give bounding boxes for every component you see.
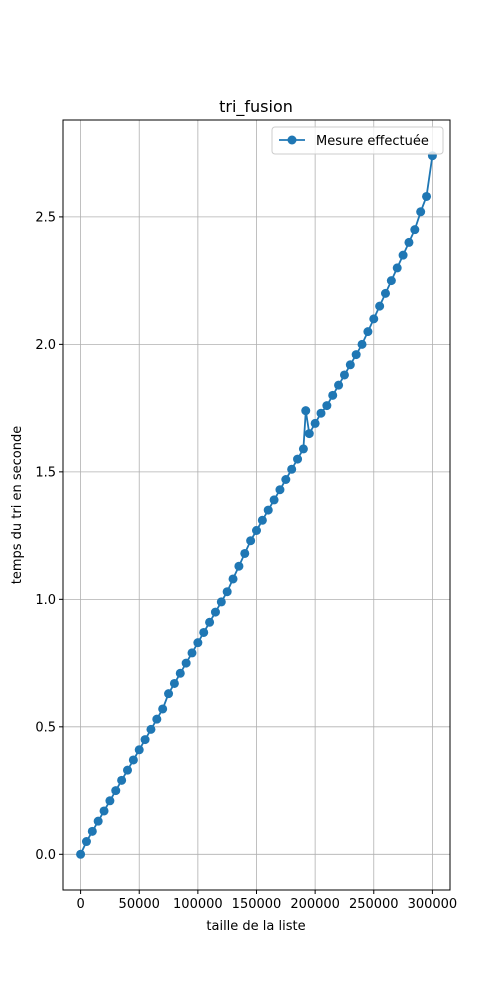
data-point — [140, 735, 150, 745]
data-point — [298, 444, 308, 454]
data-point — [134, 745, 144, 755]
data-point — [193, 638, 203, 648]
x-tick-label: 100000 — [173, 897, 223, 912]
legend-marker — [287, 135, 297, 145]
data-point — [81, 837, 91, 847]
x-tick-label: 200000 — [290, 897, 340, 912]
data-point — [269, 495, 279, 505]
data-point — [410, 225, 420, 235]
data-point — [375, 301, 385, 311]
data-point — [105, 796, 115, 806]
data-point — [392, 263, 402, 273]
data-point — [99, 806, 109, 816]
data-point — [228, 574, 238, 584]
data-point — [328, 390, 338, 400]
data-point — [175, 668, 185, 678]
data-point — [334, 380, 344, 390]
data-point — [345, 360, 355, 370]
data-point — [304, 429, 314, 439]
data-point — [123, 765, 132, 775]
x-tick-label: 300000 — [408, 897, 458, 912]
data-point — [301, 406, 311, 416]
data-point — [128, 755, 138, 765]
data-point — [93, 816, 103, 826]
x-axis: 0 50000 100000 150000 200000 250000 300000 — [76, 890, 457, 912]
data-point — [357, 339, 367, 349]
legend-label: Mesure effectuée — [316, 134, 429, 149]
x-tick-label: 50000 — [119, 897, 160, 912]
data-point — [169, 678, 179, 688]
data-point — [257, 515, 267, 525]
data-point — [111, 786, 121, 796]
data-point — [216, 597, 226, 607]
chart-title: tri_fusion — [219, 97, 293, 117]
data-point — [398, 250, 408, 260]
data-point — [205, 617, 215, 627]
data-point — [310, 418, 320, 428]
data-point — [87, 826, 97, 836]
data-point — [422, 191, 432, 201]
data-point — [187, 648, 197, 658]
data-point — [275, 485, 285, 495]
data-point — [199, 627, 209, 637]
data-point — [404, 237, 414, 247]
y-tick-label: 2.0 — [35, 338, 56, 353]
data-point — [351, 350, 361, 360]
y-axis-label: temps du tri en seconde — [10, 426, 25, 584]
data-point — [164, 689, 174, 699]
grid — [63, 120, 450, 890]
data-point — [293, 454, 303, 464]
data-point — [381, 288, 390, 298]
y-tick-label: 1.0 — [35, 593, 56, 608]
data-point — [252, 525, 261, 535]
data-point — [316, 408, 326, 418]
data-point — [416, 207, 426, 217]
y-tick-label: 1.5 — [35, 465, 56, 480]
y-tick-label: 2.5 — [35, 210, 56, 225]
data-point — [322, 401, 332, 411]
data-point — [181, 658, 191, 668]
data-point — [281, 475, 291, 485]
y-tick-label: 0.0 — [35, 848, 56, 863]
data-point — [240, 548, 250, 558]
legend: Mesure effectuée — [271, 126, 444, 155]
data-point — [146, 724, 156, 734]
data-point — [363, 327, 373, 337]
y-axis: 0.0 0.5 1.0 1.5 2.0 2.5 — [35, 210, 63, 863]
data-point — [222, 587, 232, 597]
data-point — [339, 370, 349, 380]
x-tick-label: 0 — [76, 897, 84, 912]
y-tick-label: 0.5 — [35, 720, 56, 735]
data-point — [369, 314, 379, 324]
x-axis-label: taille de la liste — [206, 919, 305, 934]
data-point — [386, 276, 396, 286]
data-point — [158, 704, 168, 714]
x-tick-label: 150000 — [232, 897, 282, 912]
data-point — [263, 505, 273, 515]
data-point — [152, 714, 162, 724]
data-point — [210, 607, 220, 617]
data-point — [234, 561, 244, 571]
data-point — [246, 536, 256, 546]
legend-box — [271, 126, 444, 155]
data-point — [76, 849, 86, 859]
data-point — [117, 775, 127, 785]
x-tick-label: 250000 — [349, 897, 399, 912]
data-point — [287, 464, 297, 474]
